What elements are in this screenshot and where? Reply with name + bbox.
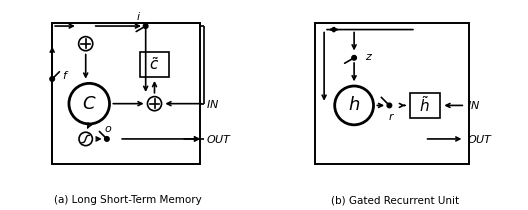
Text: $\mathit{h}$: $\mathit{h}$ bbox=[348, 96, 360, 114]
Circle shape bbox=[387, 103, 392, 108]
Bar bbox=[52, 22, 200, 164]
Circle shape bbox=[50, 77, 54, 81]
Circle shape bbox=[147, 97, 162, 111]
Text: $\tilde{h}$: $\tilde{h}$ bbox=[419, 96, 430, 115]
Circle shape bbox=[352, 55, 356, 60]
Text: $\mathit{IN}$: $\mathit{IN}$ bbox=[206, 98, 219, 110]
Text: $\mathit{r}$: $\mathit{r}$ bbox=[388, 111, 395, 122]
Circle shape bbox=[79, 37, 93, 51]
Text: (b) Gated Recurrent Unit: (b) Gated Recurrent Unit bbox=[331, 195, 459, 205]
Circle shape bbox=[144, 24, 148, 28]
Bar bbox=[410, 93, 440, 118]
Text: $\mathit{i}$: $\mathit{i}$ bbox=[136, 10, 141, 22]
Text: $\mathit{OUT}$: $\mathit{OUT}$ bbox=[206, 133, 232, 145]
Text: $\tilde{c}$: $\tilde{c}$ bbox=[149, 56, 159, 73]
Text: $\mathit{IN}$: $\mathit{IN}$ bbox=[467, 99, 480, 112]
Circle shape bbox=[79, 132, 92, 146]
Text: $\mathit{f}$: $\mathit{f}$ bbox=[62, 70, 69, 81]
Bar bbox=[315, 22, 469, 164]
Text: $\mathit{z}$: $\mathit{z}$ bbox=[365, 52, 373, 62]
Circle shape bbox=[335, 86, 373, 125]
Bar bbox=[140, 52, 168, 77]
Circle shape bbox=[69, 83, 109, 124]
Circle shape bbox=[105, 137, 109, 141]
Text: $\mathit{OUT}$: $\mathit{OUT}$ bbox=[467, 133, 494, 145]
Text: (a) Long Short-Term Memory: (a) Long Short-Term Memory bbox=[54, 195, 202, 205]
Text: $\mathit{C}$: $\mathit{C}$ bbox=[82, 95, 97, 113]
Text: $\mathit{o}$: $\mathit{o}$ bbox=[103, 124, 112, 134]
